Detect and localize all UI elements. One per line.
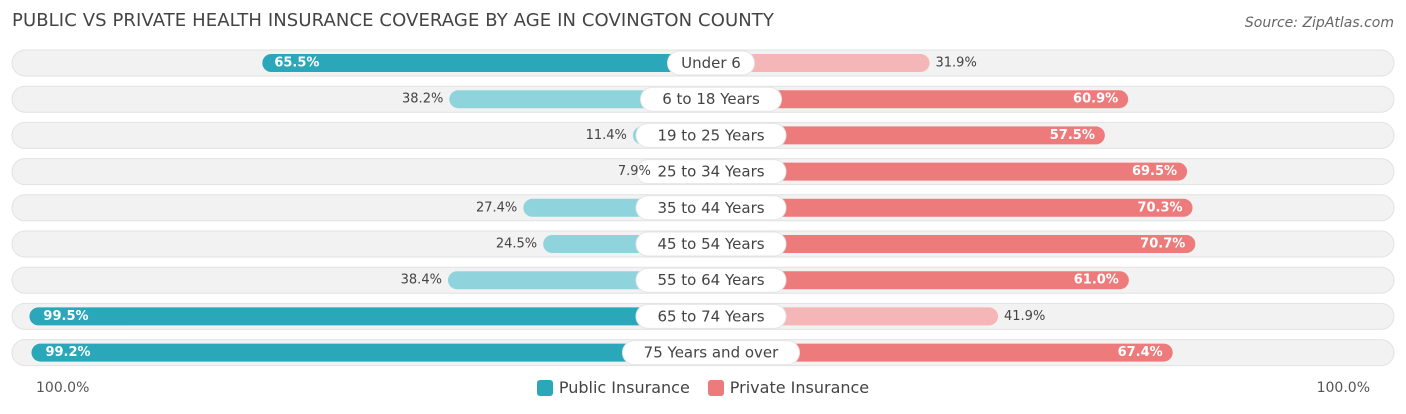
category-label: 55 to 64 Years xyxy=(657,271,764,289)
private-bar xyxy=(711,271,1129,290)
public-value-label: 38.2% xyxy=(402,92,443,107)
legend-item-public[interactable]: Public Insurance xyxy=(536,378,690,397)
category-label: 75 Years and over xyxy=(644,344,779,362)
category-pill xyxy=(622,340,800,366)
source-label: Source: ZipAtlas.com xyxy=(1244,15,1394,31)
private-bar xyxy=(711,198,1193,217)
legend-label-public: Public Insurance xyxy=(558,378,690,397)
private-bar xyxy=(711,162,1188,181)
legend-label-private: Private Insurance xyxy=(729,378,870,397)
private-value-label: 61.0% xyxy=(1074,273,1119,288)
public-value-label: 24.5% xyxy=(496,237,537,252)
category-label: 65 to 74 Years xyxy=(657,307,764,325)
public-bar xyxy=(31,343,712,362)
private-value-label: 57.5% xyxy=(1050,128,1095,143)
legend-swatch-private xyxy=(707,379,724,396)
private-value-label: 67.4% xyxy=(1118,345,1163,360)
category-label: 6 to 18 Years xyxy=(662,90,760,108)
public-value-label: 11.4% xyxy=(586,128,627,143)
public-bar xyxy=(262,54,711,72)
public-value-label: 65.5% xyxy=(274,56,319,71)
legend: Public Insurance Private Insurance xyxy=(0,378,1406,397)
public-bar xyxy=(29,307,712,326)
private-bar xyxy=(711,126,1105,145)
axis-label-left: 100.0% xyxy=(36,380,90,396)
public-value-label: 99.2% xyxy=(45,345,90,360)
public-value-label: 38.4% xyxy=(401,273,442,288)
category-pill xyxy=(640,86,782,112)
private-value-label: 70.7% xyxy=(1140,237,1185,252)
private-value-label: 60.9% xyxy=(1073,92,1118,107)
category-pill xyxy=(635,195,787,221)
private-bar xyxy=(711,90,1129,109)
chart-title: PUBLIC VS PRIVATE HEALTH INSURANCE COVER… xyxy=(12,10,774,31)
private-value-label: 41.9% xyxy=(1004,309,1045,324)
axis-label-right: 100.0% xyxy=(1316,380,1370,396)
private-bar xyxy=(711,343,1173,362)
category-pill xyxy=(667,50,755,76)
category-label: 35 to 44 Years xyxy=(657,199,764,217)
public-value-label: 27.4% xyxy=(476,200,517,215)
legend-swatch-public xyxy=(536,379,553,396)
category-label: 25 to 34 Years xyxy=(657,163,764,181)
category-label: 45 to 54 Years xyxy=(657,235,764,253)
private-value-label: 69.5% xyxy=(1132,164,1177,179)
category-pill xyxy=(635,231,787,257)
legend-item-private[interactable]: Private Insurance xyxy=(707,378,870,397)
private-bar xyxy=(711,235,1196,253)
category-pill xyxy=(635,122,787,148)
category-label: 19 to 25 Years xyxy=(657,126,764,144)
category-label: Under 6 xyxy=(681,54,741,72)
private-bar xyxy=(711,54,930,72)
category-pill xyxy=(635,159,787,185)
public-value-label: 99.5% xyxy=(43,309,88,324)
category-pill xyxy=(635,303,787,329)
private-value-label: 70.3% xyxy=(1137,200,1182,215)
private-value-label: 31.9% xyxy=(936,56,977,71)
public-value-label: 7.9% xyxy=(618,164,651,179)
category-pill xyxy=(635,267,787,293)
